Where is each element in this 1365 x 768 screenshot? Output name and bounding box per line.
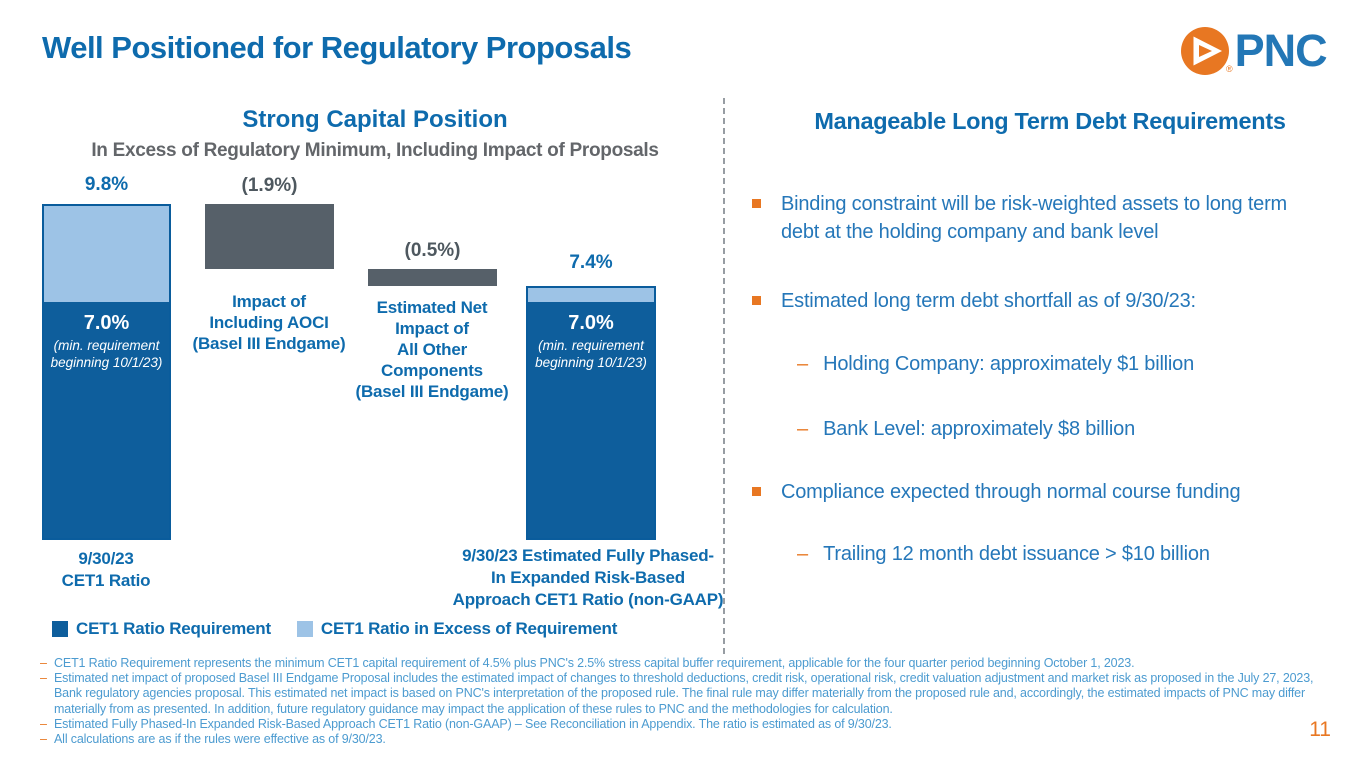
bar-caption-aoci: Impact of Including AOCI (Basel III Endg… [192,292,346,353]
page-number: 11 [1309,718,1331,741]
dash-icon: – [797,543,809,565]
bar-inner-value: 7.0% [568,311,614,334]
capital-panel-subtitle: In Excess of Regulatory Minimum, Includi… [91,140,659,161]
footnote: – Estimated Fully Phased-In Expanded Ris… [40,716,892,731]
capital-panel-title: Strong Capital Position [242,106,508,133]
bar-segment-excess [44,206,169,302]
legend-swatch-excess [296,621,313,637]
footnote: – All calculations are as if the rules w… [40,732,386,747]
footnote: – Estimated net impact of proposed Basel… [40,671,1314,716]
bar-caption-other: Estimated Net Impact of All Other Compon… [355,298,509,401]
pnc-logo: ® PNC [1180,25,1328,76]
debt-bullet-shortfall: Estimated long term debt shortfall as of… [752,287,1352,315]
dash-icon: – [40,656,47,670]
bar-segment-requirement: 7.0% (min. requirement beginning 10/1/23… [44,302,169,538]
footnotes: – CET1 Ratio Requirement represents the … [40,656,1332,747]
debt-bullet-binding-constraint: Binding constraint will be risk-weighted… [752,190,1352,246]
page-title: Well Positioned for Regulatory Proposals [42,30,632,65]
bar-segment-excess [528,288,654,302]
debt-bullet-compliance: Compliance expected through normal cours… [752,478,1352,506]
axis-label-phased: 9/30/23 Estimated Fully Phased- In Expan… [452,546,724,609]
dash-icon: – [797,418,809,440]
bar-value-label-phased: 7.4% [569,252,613,273]
bar-inner-note: (min. requirement beginning 10/1/23) [535,337,647,370]
debt-sub-bank-level: – Bank Level: approximately $8 billion [752,415,1352,443]
pnc-wordmark: PNC [1234,25,1328,76]
bar-aoci-impact [205,204,334,270]
dash-icon: – [797,353,809,375]
dash-icon: – [40,671,47,686]
axis-label-cet1: 9/30/23 CET1 Ratio [61,549,151,590]
footnote: – CET1 Ratio Requirement represents the … [40,656,1135,670]
bar-value-label-aoci: (1.9%) [241,175,298,196]
legend-label: CET1 Ratio Requirement [76,619,271,638]
legend-swatch-requirement [52,621,68,637]
legend-item-excess: CET1 Ratio in Excess of Requirement [296,619,618,639]
registered-mark: ® [1226,64,1233,74]
bar-cet1-ratio: 7.0% (min. requirement beginning 10/1/23… [42,204,171,540]
debt-sub-holding-company: – Holding Company: approximately $1 bill… [752,350,1352,378]
bar-value-label-other: (0.5%) [404,240,461,261]
bar-phased-in-ratio: 7.0% (min. requirement beginning 10/1/23… [526,286,656,540]
bullet-square-icon [752,199,761,208]
bar-inner-note: (min. requirement beginning 10/1/23) [50,338,163,370]
legend-item-requirement: CET1 Ratio Requirement [52,619,271,639]
bullet-square-icon [752,296,761,305]
panel-divider [723,98,725,654]
bar-inner-value: 7.0% [83,312,130,334]
bar-other-impact [368,269,497,287]
pnc-logo-icon [1181,27,1229,75]
chart-legend: CET1 Ratio Requirement CET1 Ratio in Exc… [52,619,617,639]
legend-label: CET1 Ratio in Excess of Requirement [320,619,618,638]
dash-icon: – [40,716,47,731]
bar-value-label-cet1: 9.8% [84,174,129,195]
dash-icon: – [40,732,47,747]
debt-panel-title: Manageable Long Term Debt Requirements [814,108,1286,134]
debt-sub-trailing-issuance: – Trailing 12 month debt issuance > $10 … [752,540,1352,568]
bullet-square-icon [752,487,761,496]
bar-segment-requirement: 7.0% (min. requirement beginning 10/1/23… [528,302,654,538]
